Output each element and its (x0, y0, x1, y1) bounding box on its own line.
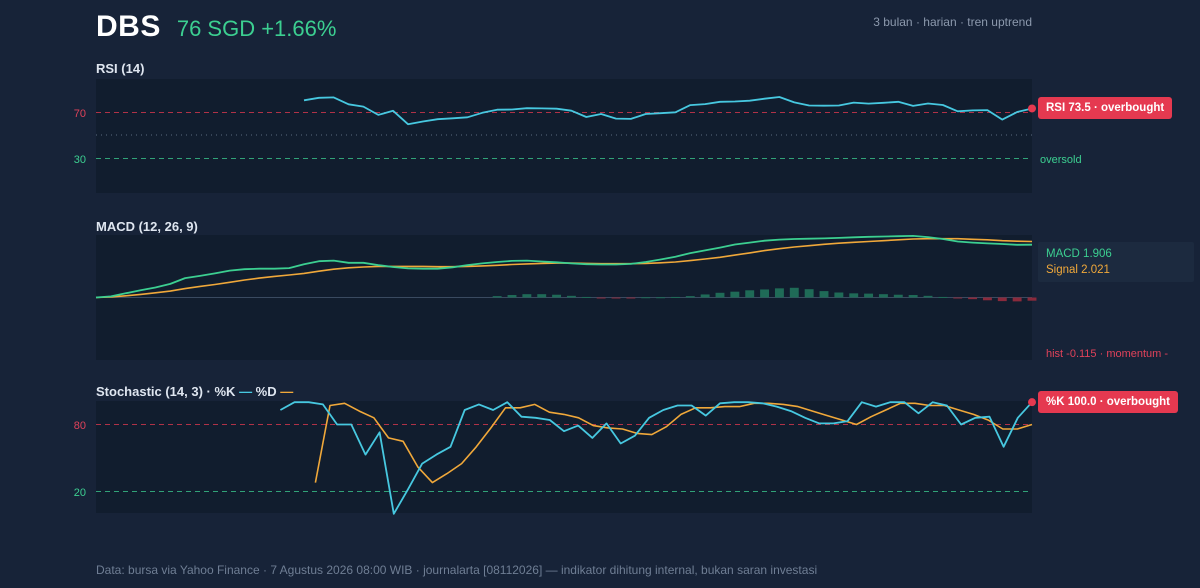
macd-hist-bar (566, 295, 576, 298)
d-legend-label: %D (252, 384, 277, 399)
stoch-panel (96, 401, 1032, 513)
indicator-endpoints (1028, 104, 1036, 407)
macd-hist-bar (878, 294, 888, 298)
stoch-title: Stochastic (14, 3) · %K — %D — (96, 384, 293, 399)
macd-hist-bar (552, 294, 562, 298)
stoch-end-dot (1028, 398, 1036, 407)
macd-hist-bar (819, 291, 829, 298)
footer-source: Data: bursa via Yahoo Finance · 7 Agustu… (96, 563, 818, 577)
macd-hist-bar (1027, 297, 1037, 301)
macd-hist-bar (685, 296, 695, 298)
macd-hist-bar (670, 296, 680, 298)
signal-value: Signal 2.021 (1046, 264, 1110, 276)
macd-hist-bar (968, 297, 978, 300)
macd-title: MACD (12, 26, 9) (96, 219, 198, 234)
stoch-level-20: 20 (74, 487, 86, 499)
histogram-note: hist -0.115 · momentum - (1046, 348, 1169, 360)
macd-readout: MACD 1.906 Signal 2.021 (1038, 242, 1194, 282)
stoch-level-80: 80 (74, 420, 86, 432)
stoch-d-line (314, 402, 1033, 484)
macd-hist-bar (641, 297, 651, 299)
macd-value: MACD 1.906 (1046, 248, 1112, 260)
macd-hist-bar (804, 289, 814, 298)
macd-hist-bar (908, 295, 918, 298)
macd-hist-bar (1012, 297, 1022, 302)
rsi-end-dot (1028, 104, 1036, 113)
macd-hist-bar (864, 293, 874, 298)
macd-hist-bar (893, 294, 903, 298)
macd-hist-bar (656, 297, 666, 299)
macd-line (95, 235, 1033, 299)
macd-hist-bar (849, 293, 859, 298)
macd-hist-bar (923, 295, 933, 298)
header: DBS 76 SGD +1.66% (96, 10, 336, 44)
rsi-badge: RSI 73.5 · overbought (1038, 97, 1173, 119)
stoch-badge: %K 100.0 · overbought (1038, 391, 1178, 413)
macd-hist-bar (938, 296, 948, 298)
indicator-lines (95, 96, 1033, 515)
timeframe-meta: 3 bulan · harian · tren uptrend (873, 15, 1032, 29)
macd-hist-bar (745, 290, 755, 298)
rsi-line (303, 96, 1033, 126)
macd-hist-bar (774, 288, 784, 298)
rsi-level-30: 30 (74, 154, 86, 166)
macd-hist-bar (834, 292, 844, 298)
macd-hist-bar (760, 289, 770, 298)
rsi-title: RSI (14) (96, 61, 145, 76)
macd-hist-bar (715, 292, 725, 298)
macd-hist-bar (982, 297, 992, 301)
macd-hist-bar (789, 287, 799, 298)
macd-hist-bar (953, 297, 963, 299)
macd-histogram (492, 287, 1037, 302)
macd-hist-bar (700, 294, 710, 298)
macd-hist-bar (537, 294, 547, 298)
macd-hist-bar (611, 297, 621, 299)
ticker-symbol: DBS (96, 10, 161, 43)
d-legend-swatch: — (280, 384, 294, 399)
macd-hist-bar (730, 291, 740, 298)
price-change: 76 SGD +1.66% (176, 16, 337, 41)
stoch-k-line (279, 401, 1033, 515)
macd-hist-bar (492, 296, 502, 298)
rsi-level-70: 70 (74, 108, 86, 120)
macd-hist-bar (596, 297, 606, 299)
stoch-title-text: Stochastic (14, 3) · %K (96, 384, 236, 399)
macd-hist-bar (581, 296, 591, 298)
macd-hist-bar (997, 297, 1007, 302)
rsi-panel (96, 79, 1032, 193)
macd-hist-bar (522, 294, 532, 298)
macd-hist-bar (507, 295, 517, 298)
k-legend-swatch: — (239, 384, 253, 399)
macd-hist-bar (626, 297, 636, 299)
rsi-oversold-label: oversold (1040, 154, 1082, 166)
